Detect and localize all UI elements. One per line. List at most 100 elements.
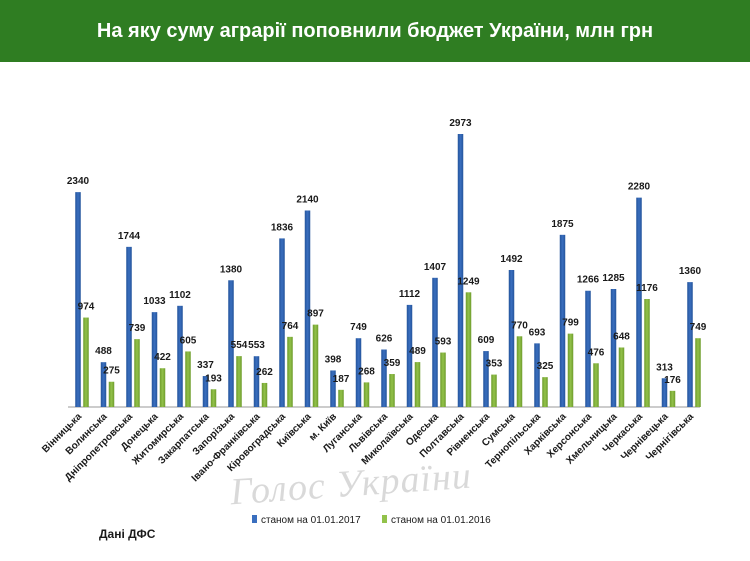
data-label: 1875 (551, 219, 574, 230)
bar-2016 (363, 382, 370, 407)
data-label: 476 (588, 347, 605, 358)
bar-2016 (491, 374, 497, 407)
data-label: 422 (154, 352, 171, 363)
bar-2016 (159, 368, 166, 407)
data-label: 605 (180, 335, 197, 346)
bar-2016 (542, 377, 548, 407)
bar-2017 (636, 197, 642, 407)
bar-2017 (126, 246, 132, 407)
bar-2017 (483, 351, 489, 407)
bar-2017 (381, 349, 387, 407)
source-note: Дані ДФС (99, 527, 156, 541)
bar-2016 (414, 362, 421, 407)
data-label: 353 (486, 359, 503, 370)
data-label: 359 (384, 358, 401, 369)
data-label: 262 (256, 367, 273, 378)
data-label: 974 (78, 302, 95, 313)
bar-2017 (151, 312, 158, 407)
legend-label: станом на 01.01.2016 (391, 515, 491, 526)
bar-2016 (465, 292, 472, 407)
bar-2016 (695, 338, 701, 407)
bar-2016 (618, 347, 625, 407)
bar-2017 (610, 289, 617, 407)
data-label: 1407 (424, 262, 447, 273)
bar-2016 (261, 382, 268, 407)
bar-2017 (279, 238, 285, 407)
data-label: 2973 (449, 118, 472, 129)
legend-swatch (382, 515, 387, 523)
data-label: 1492 (500, 254, 523, 265)
bar-2017 (432, 277, 438, 407)
bar-2016 (593, 363, 599, 407)
bar-2016 (134, 339, 140, 407)
bar-2017 (228, 280, 234, 407)
data-label: 609 (478, 335, 495, 346)
bar-2017 (202, 376, 209, 407)
data-label: 799 (562, 318, 579, 329)
data-label: 770 (511, 320, 528, 331)
data-label: 1112 (399, 289, 421, 300)
data-label: 1836 (271, 222, 294, 233)
data-label: 693 (529, 327, 546, 338)
data-label: 489 (409, 346, 426, 357)
bar-2016 (236, 356, 242, 407)
bar-2017 (534, 343, 540, 407)
data-label: 1266 (577, 275, 600, 286)
data-label: 1744 (118, 231, 141, 242)
data-label: 897 (307, 309, 324, 320)
data-label: 325 (537, 361, 554, 372)
bar-2017 (330, 370, 336, 407)
data-label: 2340 (67, 176, 90, 187)
data-label: 554 (231, 340, 248, 351)
data-label: 2140 (296, 194, 319, 205)
data-label: 488 (95, 346, 112, 357)
legend-swatch (252, 515, 257, 523)
bar-2016 (669, 390, 676, 407)
data-label: 1285 (602, 273, 625, 284)
bar-2016 (83, 317, 89, 407)
bar-2017 (177, 305, 183, 407)
data-label: 1380 (220, 264, 243, 275)
bar-2016 (338, 389, 344, 407)
data-label: 626 (376, 334, 393, 345)
bar-2016 (440, 352, 446, 407)
data-label: 739 (129, 323, 146, 334)
data-label: 593 (435, 337, 452, 348)
bar-2016 (389, 374, 395, 407)
data-label: 1176 (636, 283, 658, 294)
data-label: 749 (690, 322, 707, 333)
data-label: 1360 (679, 266, 702, 277)
chart-title: На яку суму аграрії поповнили бюджет Укр… (96, 19, 654, 42)
title-bar: На яку суму аграрії поповнили бюджет Укр… (0, 0, 750, 62)
bar-2016 (287, 336, 293, 407)
data-label: 749 (350, 322, 367, 333)
bar-2017 (559, 234, 566, 407)
bar-2017 (585, 290, 591, 407)
data-label: 1102 (169, 290, 191, 301)
data-label: 193 (205, 373, 222, 384)
bar-chart: 2340974Вінницька488275Волинська1744739Дн… (40, 118, 707, 526)
data-label: 398 (325, 354, 342, 365)
bar-2016 (312, 324, 319, 407)
bar-2017 (304, 210, 311, 407)
data-label: 764 (282, 321, 299, 332)
data-label: 275 (103, 366, 120, 377)
bar-2016 (185, 351, 191, 407)
data-label: 176 (664, 375, 681, 386)
bar-2017 (100, 362, 107, 407)
bar-2017 (75, 192, 81, 407)
bar-2017 (253, 356, 260, 407)
data-label: 268 (358, 366, 375, 377)
bar-2017 (661, 378, 668, 407)
bar-2017 (406, 304, 413, 407)
data-label: 313 (656, 362, 673, 373)
bar-2016 (567, 333, 574, 407)
bar-2016 (210, 389, 217, 407)
data-label: 2280 (628, 182, 651, 193)
bar-2017 (687, 282, 693, 407)
data-label: 553 (248, 340, 265, 351)
data-label: 1033 (143, 296, 166, 307)
data-label: 187 (333, 374, 350, 385)
bar-2017 (457, 134, 464, 407)
bar-2017 (508, 269, 515, 407)
